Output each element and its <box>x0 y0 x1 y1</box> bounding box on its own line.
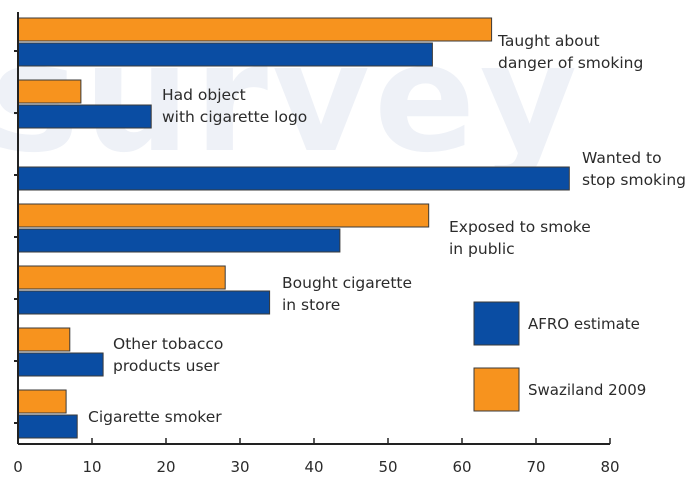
category-label: Had object with cigarette logo <box>162 86 307 126</box>
bar-swaziland-2009 <box>17 265 226 290</box>
legend: AFRO estimate Swaziland 2009 <box>473 301 646 412</box>
x-tick-label: 70 <box>526 458 545 476</box>
bar-afro-estimate <box>17 42 433 67</box>
category-label: Cigarette smoker <box>88 408 222 426</box>
bar-swaziland-2009 <box>17 203 430 228</box>
x-tick-label: 0 <box>13 458 23 476</box>
x-tick-label: 60 <box>452 458 471 476</box>
legend-label: AFRO estimate <box>528 315 640 333</box>
legend-swatch <box>473 301 520 346</box>
category-labels-group: Taught about danger of smoking Had object w… <box>88 32 686 426</box>
category-label: Other tobacco products user <box>113 335 223 375</box>
bar-swaziland-2009 <box>17 327 71 352</box>
legend-swatch <box>473 367 520 412</box>
bar-afro-estimate <box>17 414 78 439</box>
bar-afro-estimate <box>17 104 152 129</box>
x-tick-label: 30 <box>230 458 249 476</box>
x-tick-label: 20 <box>156 458 175 476</box>
bar-swaziland-2009 <box>17 389 67 414</box>
legend-label: Swaziland 2009 <box>528 381 646 399</box>
x-axis: 0 10 20 30 40 50 60 70 80 <box>13 12 620 476</box>
x-tick-label: 80 <box>600 458 619 476</box>
category-label: Bought cigarette in store <box>282 274 412 314</box>
bars-group <box>14 17 570 439</box>
x-tick-label: 50 <box>378 458 397 476</box>
category-label: Taught about danger of smoking <box>497 32 643 72</box>
bar-afro-estimate <box>17 228 341 253</box>
bar-afro-estimate <box>17 352 104 377</box>
bar-swaziland-2009 <box>17 79 82 104</box>
category-label: Wanted to stop smoking <box>582 149 686 189</box>
bar-swaziland-2009 <box>17 17 493 42</box>
bar-afro-estimate <box>17 166 570 191</box>
x-tick-label: 10 <box>82 458 101 476</box>
bar-afro-estimate <box>17 290 271 315</box>
category-label: Exposed to smoke in public <box>449 218 591 258</box>
x-tick-label: 40 <box>304 458 323 476</box>
